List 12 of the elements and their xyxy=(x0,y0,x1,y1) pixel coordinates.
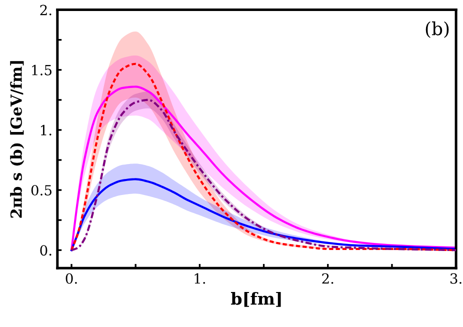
y-tick-label: 0.5 xyxy=(31,185,52,196)
x-tick-label: 0. xyxy=(66,273,77,284)
y-tick-label: 2. xyxy=(40,4,52,16)
x-tick-label: 2. xyxy=(322,273,334,284)
annotation: (b) xyxy=(426,21,449,38)
x-tick-label: 3. xyxy=(450,273,462,284)
y-axis-title: 2πb s (b) [GeV/fm] xyxy=(10,61,24,218)
x-tick-label: 1. xyxy=(194,273,206,284)
y-tick-label: 0. xyxy=(40,245,52,256)
y-tick-label: 1. xyxy=(40,124,52,136)
y-tick-label: 1.5 xyxy=(32,64,52,76)
x-axis-title: b[fm] xyxy=(231,292,281,307)
